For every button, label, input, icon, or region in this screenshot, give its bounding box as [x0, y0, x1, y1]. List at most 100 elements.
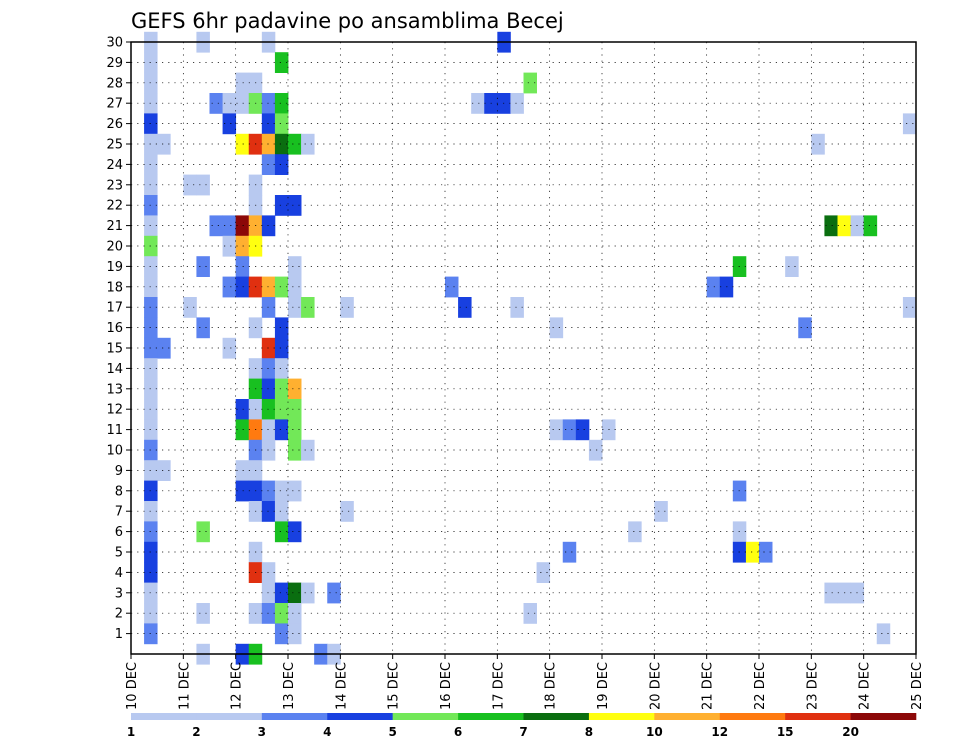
heatmap-cell: [562, 541, 577, 563]
heatmap-cell: [549, 419, 564, 441]
heatmap-cell: [196, 317, 210, 339]
chart-title: GEFS 6hr padavine po ansamblima Becej: [131, 9, 564, 33]
y-tick-label: 29: [106, 56, 123, 71]
heatmap-cell: [759, 541, 773, 563]
grid-lines: [131, 41, 916, 654]
heatmap-cell: [628, 521, 642, 543]
heatmap-cell: [235, 133, 250, 155]
heatmap-cell: [144, 623, 158, 645]
x-tick-label: 11 DEC: [177, 662, 192, 710]
heatmap-cell: [144, 541, 158, 563]
heatmap-cell: [144, 439, 158, 461]
y-tick-label: 3: [115, 586, 123, 601]
heatmap-cell: [288, 399, 302, 420]
heatmap-cell: [562, 419, 577, 441]
heatmap-cell: [222, 337, 237, 359]
x-tick-label: 17 DEC: [491, 662, 506, 710]
heatmap-cell: [235, 215, 250, 237]
heatmap-cell: [157, 133, 171, 155]
colorbar-label: 12: [711, 725, 728, 739]
y-tick-label: 28: [106, 76, 123, 91]
colorbar-label: 5: [388, 725, 396, 739]
heatmap-cell: [798, 317, 812, 339]
heatmap-cell: [301, 297, 315, 318]
colorbar-swatch: [588, 713, 655, 720]
y-tick-label: 9: [115, 464, 123, 479]
colorbar-swatch: [719, 713, 786, 720]
heatmap-cell: [274, 113, 289, 135]
heatmap-cell: [706, 276, 721, 298]
heatmap-cell: [902, 113, 917, 135]
heatmap-cell: [235, 235, 250, 257]
heatmap-cell: [288, 623, 302, 645]
y-tick-label: 20: [106, 240, 123, 255]
heatmap-cell: [824, 582, 838, 604]
heatmap-cell: [222, 113, 237, 135]
y-tick-label: 24: [106, 158, 123, 173]
y-tick-label: 23: [106, 178, 123, 193]
heatmap-cell: [824, 215, 838, 237]
heatmap-cell: [288, 480, 302, 502]
y-tick-label: 22: [106, 199, 123, 214]
heatmap-cell: [144, 52, 158, 73]
y-tick-label: 10: [106, 444, 123, 459]
colorbar-swatch: [523, 713, 590, 720]
y-tick-label: 13: [106, 382, 123, 397]
colorbar-label: 20: [842, 725, 859, 739]
x-tick-label: 14 DEC: [334, 662, 349, 710]
heatmap-cell: [144, 603, 158, 624]
x-tick-label: 18 DEC: [544, 662, 559, 710]
x-tick-label: 20 DEC: [648, 662, 663, 710]
heatmap-cell: [523, 603, 537, 624]
heatmap-cell: [274, 133, 289, 155]
colorbar-label: 1: [127, 725, 135, 739]
heatmap-cell: [144, 93, 158, 114]
colorbar-swatch: [131, 713, 197, 720]
heatmap-cell: [588, 439, 603, 461]
heatmap-cell: [235, 93, 250, 114]
heatmap-cell: [274, 399, 289, 420]
heatmap-cell: [288, 133, 302, 155]
heatmap-cell: [274, 582, 289, 604]
heatmap-cell: [157, 460, 171, 481]
colorbar-label: 7: [519, 725, 527, 739]
colorbar-swatch: [785, 713, 851, 720]
heatmap-cell: [222, 276, 237, 298]
heatmap-cell: [274, 52, 289, 73]
heatmap-cell: [209, 215, 223, 237]
colorbar-label: 6: [454, 725, 462, 739]
y-tick-label: 21: [106, 219, 123, 234]
heatmap-cell: [144, 358, 158, 379]
heatmap-cell: [274, 623, 289, 645]
y-tick-label: 2: [115, 607, 123, 622]
y-tick-label: 11: [106, 423, 123, 438]
heatmap-cell: [288, 439, 302, 461]
heatmap-cell: [274, 378, 289, 400]
heatmap-cell: [274, 195, 289, 216]
y-tick-label: 17: [106, 301, 123, 316]
heatmap-cell: [549, 317, 564, 339]
heatmap-cell: [745, 541, 760, 563]
heatmap-cell: [222, 235, 237, 257]
heatmap-cell: [340, 501, 354, 522]
heatmap-cell: [288, 256, 302, 277]
heatmap-cell: [144, 378, 158, 400]
x-axis-ticks: 10 DEC 11 DEC 12 DEC 13 DEC 14 DEC 15 DEC 16 D…: [125, 654, 925, 710]
heatmap-cell: [222, 215, 237, 237]
heatmap-cell: [288, 419, 302, 441]
heatmap-cell: [301, 582, 315, 604]
heatmap-cell: [288, 195, 302, 216]
heatmap-cell: [235, 399, 250, 420]
heatmap-cell: [144, 113, 158, 135]
heatmap-cell: [471, 93, 485, 114]
heatmap-cell: [196, 603, 210, 624]
y-tick-label: 30: [106, 36, 123, 51]
x-tick-label: 21 DEC: [701, 662, 716, 710]
heatmap-cell: [235, 419, 250, 441]
colorbar-label: 8: [585, 725, 593, 739]
x-tick-label: 16 DEC: [439, 662, 454, 710]
colorbar-label: 2: [192, 725, 200, 739]
heatmap-cell: [902, 297, 917, 318]
heatmap-cell: [144, 399, 158, 420]
heatmap-cell: [183, 297, 197, 318]
